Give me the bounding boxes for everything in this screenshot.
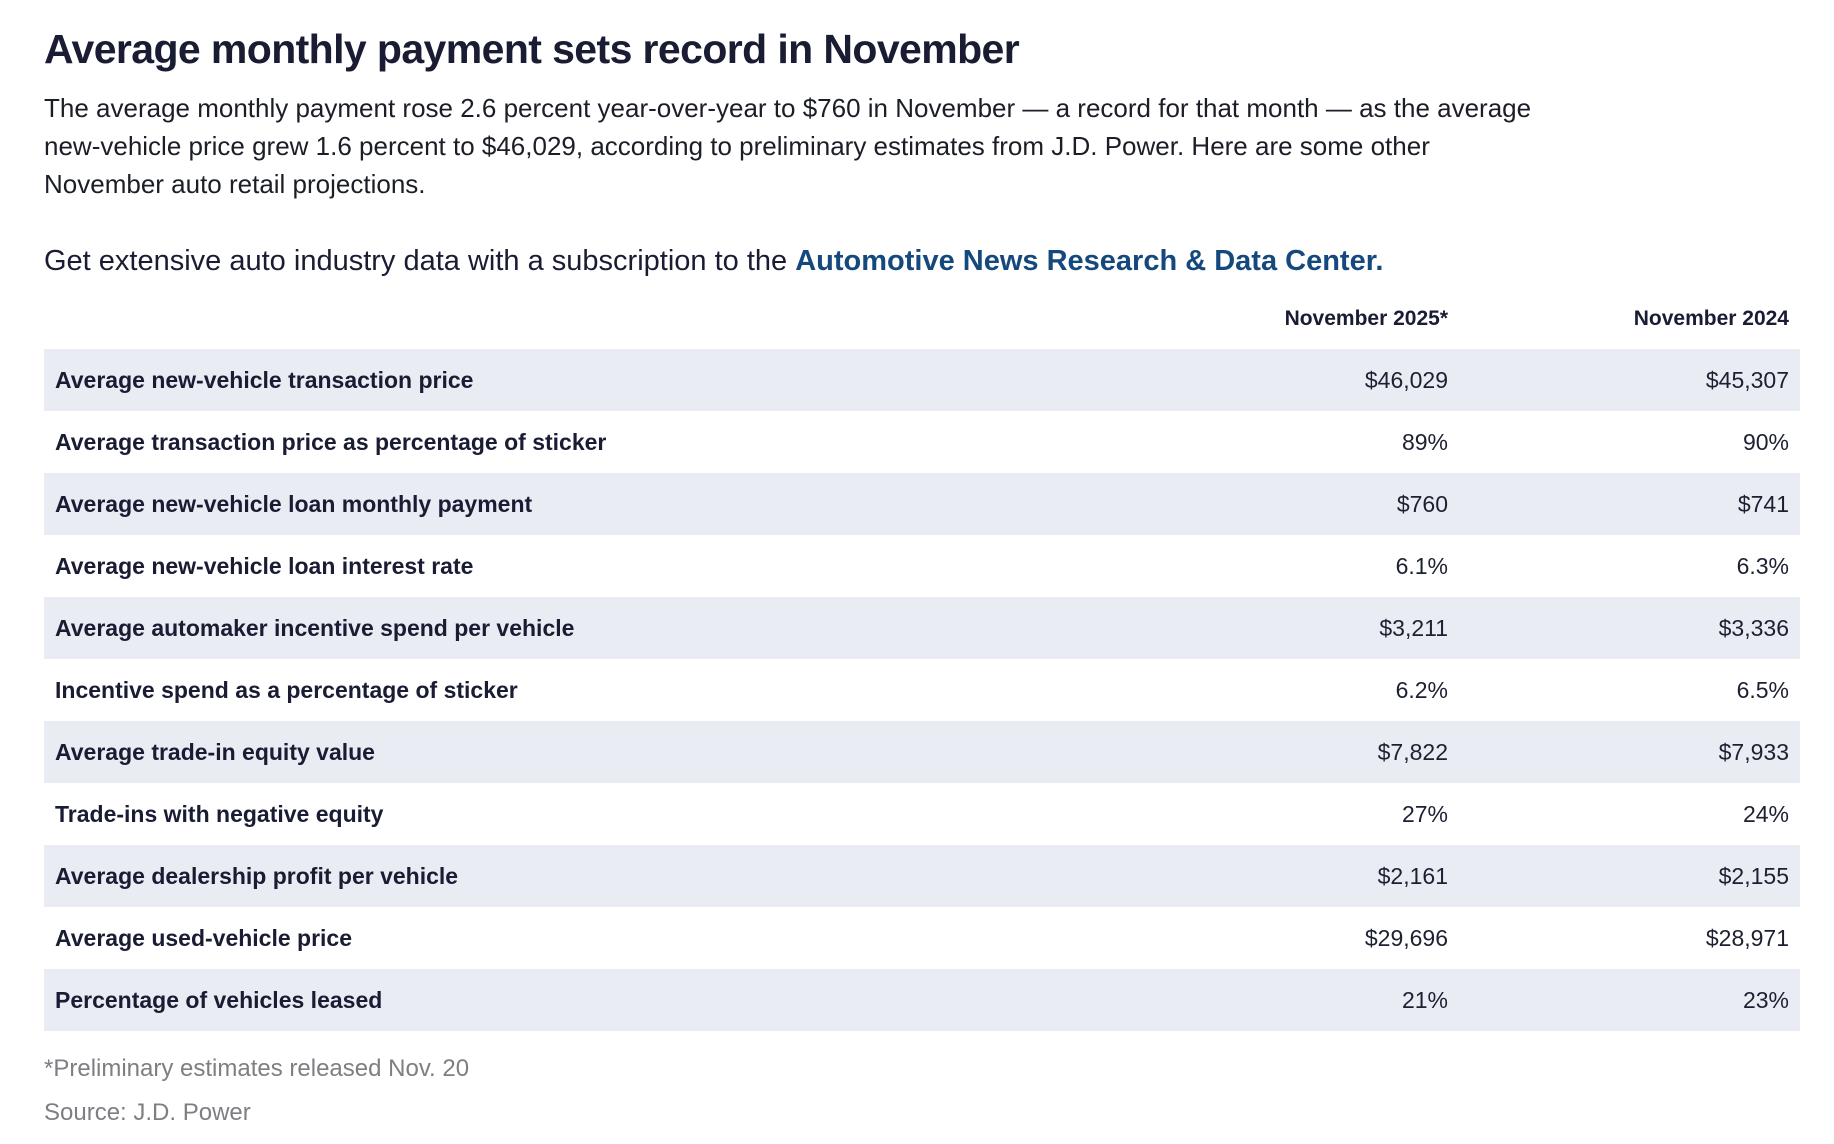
- value-nov-2024: $3,336: [1718, 614, 1789, 641]
- value-nov-2025: $3,211: [1379, 614, 1448, 641]
- value-nov-2025: 6.1%: [1395, 552, 1448, 579]
- cta-prefix-text: Get extensive auto industry data with a …: [44, 245, 796, 278]
- value-nov-2024: $45,307: [1705, 366, 1789, 393]
- research-data-center-link[interactable]: Automotive News Research & Data Center.: [795, 245, 1384, 278]
- row-label: Average new-vehicle loan interest rate: [55, 552, 474, 579]
- value-nov-2025: $29,696: [1364, 924, 1448, 951]
- value-nov-2024: $7,933: [1718, 738, 1789, 765]
- row-label: Average new-vehicle loan monthly payment: [55, 490, 533, 517]
- subscription-cta: Get extensive auto industry data with a …: [44, 243, 1834, 279]
- value-nov-2024: 6.5%: [1736, 676, 1789, 703]
- row-label: Average dealership profit per vehicle: [55, 862, 459, 889]
- table-row: Average dealership profit per vehicle $2…: [44, 845, 1800, 908]
- column-header-november-2025: November 2025*: [1284, 307, 1448, 331]
- value-nov-2025: $760: [1396, 490, 1448, 517]
- intro-line: The average monthly payment rose 2.6 per…: [44, 93, 1532, 124]
- row-label: Average transaction price as percentage …: [55, 428, 607, 455]
- table-row: Average transaction price as percentage …: [44, 411, 1800, 473]
- row-label: Incentive spend as a percentage of stick…: [55, 676, 518, 703]
- source-credit: Source: J.D. Power: [44, 1099, 251, 1127]
- intro-paragraph: The average monthly payment rose 2.6 per…: [44, 89, 1800, 203]
- row-label: Trade-ins with negative equity: [55, 800, 384, 827]
- row-label: Average used-vehicle price: [55, 924, 353, 951]
- value-nov-2024: $28,971: [1705, 924, 1789, 951]
- table-header-row: November 2025* November 2024: [44, 301, 1800, 331]
- page-title: Average monthly payment sets record in N…: [44, 26, 1020, 72]
- row-label: Percentage of vehicles leased: [55, 986, 383, 1013]
- table-row: Average new-vehicle loan monthly payment…: [44, 473, 1800, 536]
- value-nov-2024: 90%: [1742, 428, 1789, 455]
- intro-line: November auto retail projections.: [44, 169, 426, 200]
- value-nov-2024: 23%: [1742, 986, 1789, 1013]
- table-row: Average new-vehicle transaction price $4…: [44, 349, 1800, 412]
- value-nov-2025: 6.2%: [1395, 676, 1448, 703]
- intro-line: new-vehicle price grew 1.6 percent to $4…: [44, 131, 1430, 162]
- value-nov-2024: $741: [1737, 490, 1789, 517]
- value-nov-2025: $46,029: [1364, 366, 1448, 393]
- table-row: Trade-ins with negative equity 27% 24%: [44, 783, 1800, 845]
- table-row: Average trade-in equity value $7,822 $7,…: [44, 721, 1800, 784]
- table-row: Percentage of vehicles leased 21% 23%: [44, 969, 1800, 1032]
- value-nov-2025: $2,161: [1377, 862, 1448, 889]
- table-row: Average new-vehicle loan interest rate 6…: [44, 535, 1800, 597]
- row-label: Average automaker incentive spend per ve…: [55, 614, 575, 641]
- value-nov-2024: 24%: [1742, 800, 1789, 827]
- row-label: Average new-vehicle transaction price: [55, 366, 474, 393]
- footnote: *Preliminary estimates released Nov. 20: [44, 1055, 470, 1083]
- value-nov-2025: 21%: [1401, 986, 1448, 1013]
- table-row: Incentive spend as a percentage of stick…: [44, 659, 1800, 721]
- value-nov-2025: $7,822: [1377, 738, 1448, 765]
- table-row: Average used-vehicle price $29,696 $28,9…: [44, 907, 1800, 969]
- table-row: Average automaker incentive spend per ve…: [44, 597, 1800, 660]
- value-nov-2024: 6.3%: [1736, 552, 1789, 579]
- value-nov-2024: $2,155: [1718, 862, 1789, 889]
- column-header-november-2024: November 2024: [1633, 307, 1789, 331]
- auto-retail-projections-table: November 2025* November 2024 Average new…: [44, 301, 1800, 1032]
- row-label: Average trade-in equity value: [55, 738, 375, 765]
- value-nov-2025: 89%: [1401, 428, 1448, 455]
- value-nov-2025: 27%: [1401, 800, 1448, 827]
